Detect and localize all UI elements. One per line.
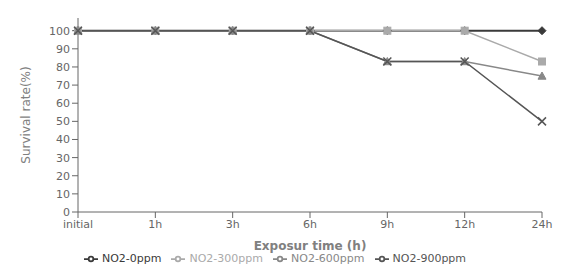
svg-text:60: 60 xyxy=(56,97,70,110)
svg-text:9h: 9h xyxy=(380,218,394,231)
svg-text:30: 30 xyxy=(56,152,70,165)
svg-text:10: 10 xyxy=(56,188,70,201)
svg-text:3h: 3h xyxy=(226,218,240,231)
svg-text:70: 70 xyxy=(56,79,70,92)
html-text:NO2-0ppm: NO2-0ppm xyxy=(101,252,162,265)
svg-text:24h: 24h xyxy=(532,218,553,231)
svg-text:initial: initial xyxy=(63,218,93,231)
html-text:NO2-300ppm: NO2-300ppm xyxy=(189,252,263,265)
svg-text:100: 100 xyxy=(49,25,70,38)
svg-text:50: 50 xyxy=(56,115,70,128)
svg-text:Survival rate(%): Survival rate(%) xyxy=(19,66,33,163)
svg-text:80: 80 xyxy=(56,61,70,74)
svg-text:Exposur time (h): Exposur time (h) xyxy=(254,239,367,253)
svg-text:0: 0 xyxy=(63,206,70,219)
svg-text:40: 40 xyxy=(56,133,70,146)
html-text:NO2-900ppm: NO2-900ppm xyxy=(392,252,467,265)
svg-text:12h: 12h xyxy=(454,218,475,231)
html-text:NO2-600ppm: NO2-600ppm xyxy=(291,252,365,265)
svg-text:20: 20 xyxy=(56,170,70,183)
svg-text:6h: 6h xyxy=(303,218,317,231)
svg-text:90: 90 xyxy=(56,43,70,56)
svg-text:1h: 1h xyxy=(148,218,162,231)
